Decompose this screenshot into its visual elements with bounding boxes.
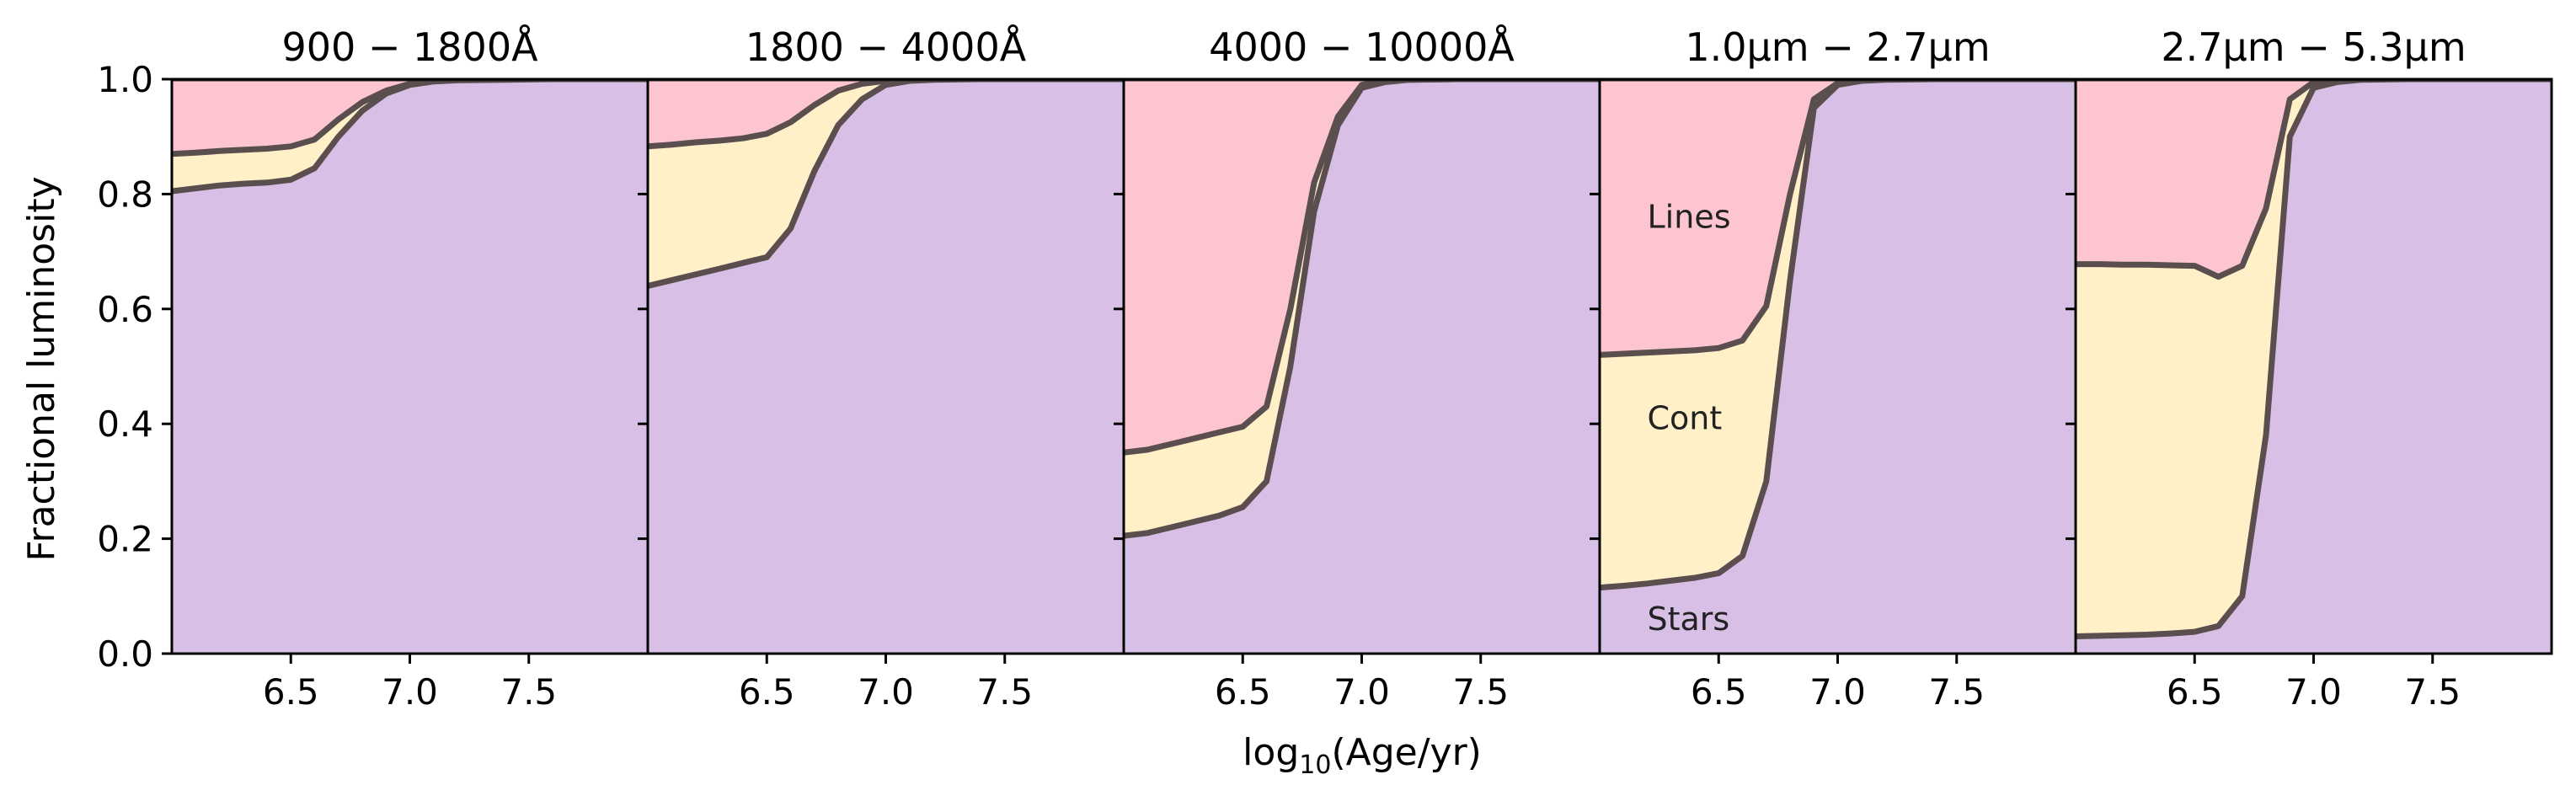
region-annotation: Cont <box>1648 399 1723 436</box>
x-tick-label: 6.5 <box>1215 671 1271 713</box>
y-tick-label: 0.6 <box>97 289 153 330</box>
y-tick-label: 0.8 <box>97 174 153 215</box>
panel-plot-area <box>1124 79 1600 654</box>
stars-area <box>172 79 648 654</box>
x-tick-label: 7.5 <box>500 671 557 713</box>
x-axis-label-rest: (Age/yr) <box>1331 731 1481 774</box>
stars-area <box>2076 79 2552 654</box>
panel-2: 6.5 7.0 7.5 1800 − 4000Å <box>638 24 1125 713</box>
x-tick-label: 7.5 <box>1928 671 1985 713</box>
x-tick-label: 7.0 <box>382 671 438 713</box>
x-tick-label: 7.0 <box>1809 671 1866 713</box>
x-axis-label-subscript: 10 <box>1299 750 1331 780</box>
region-annotation: Lines <box>1648 199 1731 236</box>
x-tick-label: 6.5 <box>1691 671 1747 713</box>
panel-title: 1800 − 4000Å <box>746 24 1027 70</box>
y-axis-label: Fractional luminosity <box>20 176 63 561</box>
y-tick-label: 0.0 <box>97 633 153 675</box>
panel-4: 6.5 7.0 7.5 1.0μm − 2.7μm Lines Cont Stars <box>1590 24 2077 713</box>
y-tick-label: 0.4 <box>97 403 153 445</box>
x-tick-label: 7.0 <box>1333 671 1390 713</box>
panel-plot-area <box>172 79 648 654</box>
x-tick-label: 7.0 <box>2285 671 2342 713</box>
x-axis-label-main: log <box>1243 731 1299 774</box>
x-tick-label: 6.5 <box>739 671 795 713</box>
cont-lines-boundary <box>1600 79 2076 358</box>
region-annotation: Stars <box>1648 601 1730 638</box>
x-tick-label: 7.5 <box>976 671 1033 713</box>
x-tick-label: 7.5 <box>1452 671 1509 713</box>
panel-1: 6.5 7.0 7.5 0.0 0.2 0.4 0.6 0.8 1.0 900 − 1800Å <box>97 24 649 713</box>
panel-title: 900 − 1800Å <box>281 24 538 70</box>
x-tick-label: 6.5 <box>2167 671 2223 713</box>
y-tick-label: 0.2 <box>97 519 153 560</box>
panel-3: 6.5 7.0 7.5 4000 − 10000Å <box>1114 24 1601 713</box>
x-axis-label: log10(Age/yr) <box>1243 731 1482 780</box>
x-tick-label: 6.5 <box>263 671 319 713</box>
cont-lines-boundary <box>648 79 1124 150</box>
panel-title: 1.0μm − 2.7μm <box>1685 24 1990 70</box>
stars-area <box>648 79 1124 654</box>
panel-title: 2.7μm − 5.3μm <box>2161 24 2466 70</box>
y-tick-label: 1.0 <box>97 59 153 100</box>
panel-5: 6.5 7.0 7.5 2.7μm − 5.3μm <box>2066 24 2553 713</box>
x-tick-label: 7.0 <box>858 671 914 713</box>
stars-area <box>1600 79 2076 654</box>
x-tick-label: 7.5 <box>2404 671 2461 713</box>
cont-lines-boundary <box>2076 79 2552 280</box>
panel-plot-area <box>648 79 1124 654</box>
panel-title: 4000 − 10000Å <box>1209 24 1515 70</box>
panel-plot-area <box>1600 79 2076 654</box>
panel-plot-area <box>2076 79 2552 654</box>
